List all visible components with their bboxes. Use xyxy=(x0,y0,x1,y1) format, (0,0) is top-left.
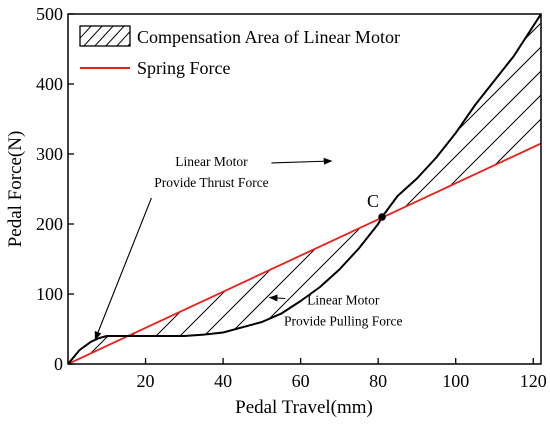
annotation-1-line-2: Provide Thrust Force xyxy=(154,175,269,190)
x-tick-label: 60 xyxy=(292,371,310,391)
hatch-line xyxy=(503,14,541,364)
y-tick-label: 400 xyxy=(36,74,63,94)
legend-hatch-line xyxy=(94,26,114,46)
legend-hatch-swatch xyxy=(79,25,131,47)
legend-hatch-line xyxy=(83,26,103,46)
legend-hatch-line xyxy=(105,26,125,46)
hatch-line xyxy=(407,14,541,364)
hatch-line xyxy=(311,14,541,364)
series-line-spring-force xyxy=(68,142,541,364)
hatch-line xyxy=(479,14,541,364)
hatch-line xyxy=(431,14,541,364)
annotation-2-line-1: Linear Motor xyxy=(307,293,380,308)
x-axis-label: Pedal Travel(mm) xyxy=(235,397,373,418)
annotation-2-arrow-1 xyxy=(268,294,286,302)
legend-hatch-line xyxy=(80,26,81,27)
hatch-line xyxy=(287,14,541,364)
legend-label-compensation: Compensation Area of Linear Motor xyxy=(137,27,400,47)
y-tick-label: 200 xyxy=(36,214,63,234)
y-tick-label: 300 xyxy=(36,144,63,164)
hatch-line xyxy=(455,14,541,364)
point-c-label: C xyxy=(367,191,379,211)
y-tick-label: 500 xyxy=(36,4,63,24)
legend-hatch-lines xyxy=(80,26,130,46)
hatch-line xyxy=(239,14,541,364)
y-axis-label: Pedal Force(N) xyxy=(5,131,26,248)
legend-hatch-line xyxy=(80,26,92,39)
annotation-1-line-1: Linear Motor xyxy=(175,154,248,169)
plot-frame xyxy=(67,13,542,365)
x-tick-label: 100 xyxy=(442,371,469,391)
annotation-2-line-2: Provide Pulling Force xyxy=(284,314,403,329)
hatch-line xyxy=(71,14,493,364)
axis-ticks: 20 40 60 80 100 120 0 100 200 300 400 500 xyxy=(36,4,547,391)
legend-hatch-line xyxy=(116,30,130,46)
annotation-1-arrow-1 xyxy=(271,157,333,165)
hatch-line xyxy=(359,14,541,364)
point-c-marker xyxy=(378,213,386,221)
hatch-line xyxy=(527,14,541,364)
hatch-line xyxy=(68,14,445,364)
series-line-pedal-force xyxy=(68,14,541,364)
y-tick-label: 100 xyxy=(36,284,63,304)
hatch-line xyxy=(68,14,469,364)
series-layer xyxy=(68,14,541,364)
hatch-line xyxy=(215,14,541,364)
annotations: Linear Motor Provide Thrust Force Linear M… xyxy=(94,154,403,341)
y-tick-label: 0 xyxy=(54,354,63,374)
x-tick-label: 20 xyxy=(137,371,155,391)
annotation-1-arrow-2 xyxy=(94,197,152,341)
legend: Compensation Area of Linear Motor Spring… xyxy=(79,25,400,78)
x-tick-label: 80 xyxy=(369,371,387,391)
x-tick-label: 40 xyxy=(214,371,232,391)
legend-label-spring: Spring Force xyxy=(137,58,231,78)
x-tick-label: 120 xyxy=(520,371,547,391)
legend-hatch-line xyxy=(127,42,130,46)
